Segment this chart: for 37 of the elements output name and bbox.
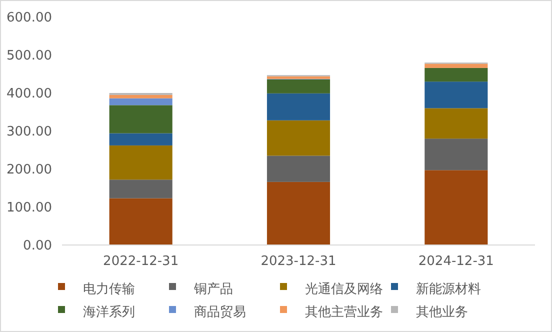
bar <box>109 98 172 106</box>
legend-label: 光通信及网络 <box>305 282 383 297</box>
y-tick-label: 0.00 <box>23 238 52 254</box>
bar <box>424 108 488 139</box>
y-tick-label: 600.00 <box>6 10 52 26</box>
bar <box>109 105 172 134</box>
y-tick-label: 400.00 <box>6 86 52 102</box>
bar <box>424 170 488 245</box>
y-tick-label: 500.00 <box>6 48 52 64</box>
x-tick-label: 2024-12-31 <box>418 254 494 269</box>
legend-label: 商品贸易 <box>194 305 246 320</box>
legend-label: 其他主营业务 <box>305 304 383 320</box>
bar <box>266 182 330 245</box>
legend-label: 新能源材料 <box>416 282 481 297</box>
bar <box>109 198 172 245</box>
legend-label: 其他业务 <box>416 305 468 320</box>
bar <box>266 76 330 79</box>
bar <box>109 145 172 180</box>
bar <box>109 180 172 198</box>
bar <box>266 79 330 94</box>
y-tick-label: 200.00 <box>6 162 52 178</box>
legend-label: 海洋系列 <box>83 305 135 320</box>
bar <box>424 138 488 170</box>
x-tick-label: 2023-12-31 <box>260 254 336 269</box>
bar <box>266 120 330 156</box>
x-tick-label: 2022-12-31 <box>103 254 179 269</box>
y-tick-label: 100.00 <box>6 200 52 216</box>
bar <box>424 64 488 68</box>
legend-label: 电力传输 <box>83 282 135 297</box>
y-tick-label: 300.00 <box>6 124 52 140</box>
bar <box>266 156 330 182</box>
bar <box>424 68 488 82</box>
legend-label: 铜产品 <box>193 282 233 297</box>
bar <box>266 93 330 120</box>
bar <box>109 94 172 98</box>
bar <box>424 82 488 108</box>
bar <box>109 133 172 146</box>
